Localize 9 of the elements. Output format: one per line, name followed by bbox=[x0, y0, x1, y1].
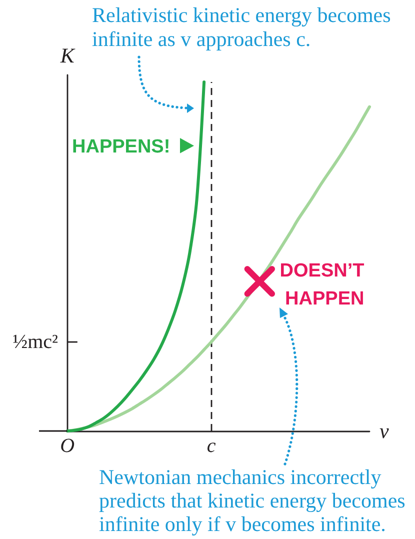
annotation: DOESN’T HAPPEN bbox=[280, 260, 365, 310]
text: ½mc² bbox=[12, 331, 58, 353]
x-tick-label: c bbox=[206, 435, 216, 457]
text: Newtonian mechanics incorrectly predicts that kinetic energy becomes infinite only if v becomes infinite. bbox=[99, 464, 411, 536]
y-axis-title: K bbox=[59, 44, 76, 68]
text: Relativistic kinetic energy becomes infinite as v approaches c. bbox=[92, 3, 396, 51]
x-axis-title: v bbox=[380, 419, 390, 443]
annotation: HAPPENS! bbox=[72, 136, 170, 158]
x-tick-label: O bbox=[60, 435, 75, 457]
